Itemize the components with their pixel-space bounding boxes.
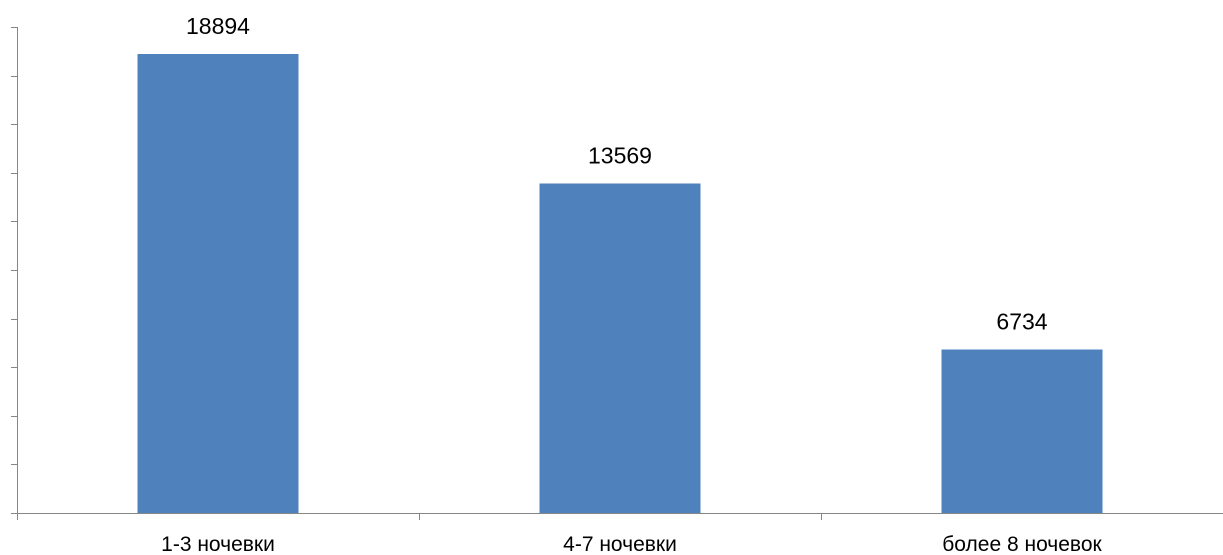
x-axis-label: 4-7 ночевки (563, 533, 677, 555)
x-axis-labels: 1-3 ночевки 4-7 ночевки более 8 ночевок (161, 533, 1102, 555)
bar (539, 183, 701, 513)
data-labels: 18894 13569 6734 (186, 13, 1048, 334)
x-axis-label: 1-3 ночевки (161, 533, 275, 555)
bar (137, 53, 299, 514)
data-label: 6734 (996, 308, 1047, 334)
x-axis-label: более 8 ночевок (942, 533, 1102, 555)
x-axis: 1-3 ночевки 4-7 ночевки более 8 ночевок (17, 513, 1223, 555)
bar (941, 349, 1103, 513)
bars (137, 53, 1103, 514)
x-axis-ticks (17, 513, 822, 520)
y-axis (11, 27, 18, 514)
data-label: 13569 (588, 142, 652, 168)
data-label: 18894 (186, 13, 250, 39)
y-axis-ticks (11, 27, 18, 514)
